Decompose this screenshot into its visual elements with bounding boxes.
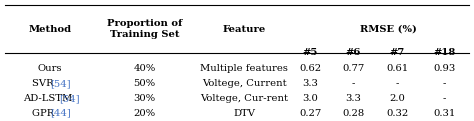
Text: -: - bbox=[351, 79, 355, 88]
Text: #5: #5 bbox=[303, 48, 318, 57]
Text: Feature: Feature bbox=[222, 25, 266, 34]
Text: #18: #18 bbox=[434, 48, 456, 57]
Text: AD-LSTM: AD-LSTM bbox=[23, 94, 75, 103]
Text: 3.3: 3.3 bbox=[345, 94, 361, 103]
Text: GPR: GPR bbox=[32, 109, 57, 118]
Text: [54]: [54] bbox=[50, 79, 71, 88]
Text: 0.77: 0.77 bbox=[342, 64, 364, 73]
Text: SVR: SVR bbox=[32, 79, 57, 88]
Text: 30%: 30% bbox=[134, 94, 155, 103]
Text: RMSE (%): RMSE (%) bbox=[360, 24, 417, 33]
Text: -: - bbox=[443, 94, 447, 103]
Text: 40%: 40% bbox=[134, 64, 155, 73]
Text: 0.27: 0.27 bbox=[300, 109, 321, 118]
Text: DTV: DTV bbox=[233, 109, 255, 118]
Text: Proportion of
Training Set: Proportion of Training Set bbox=[107, 19, 182, 39]
Text: Ours: Ours bbox=[37, 64, 62, 73]
Text: Voltege, Current: Voltege, Current bbox=[202, 79, 286, 88]
Text: 0.31: 0.31 bbox=[433, 109, 456, 118]
Text: Method: Method bbox=[28, 25, 71, 34]
Text: [54]: [54] bbox=[59, 94, 79, 103]
Text: 0.28: 0.28 bbox=[342, 109, 364, 118]
Text: 20%: 20% bbox=[134, 109, 155, 118]
Text: #6: #6 bbox=[346, 48, 361, 57]
Text: [44]: [44] bbox=[50, 109, 71, 118]
Text: 0.61: 0.61 bbox=[386, 64, 408, 73]
Text: 0.32: 0.32 bbox=[386, 109, 408, 118]
Text: 2.0: 2.0 bbox=[389, 94, 405, 103]
Text: Voltege, Cur-rent: Voltege, Cur-rent bbox=[200, 94, 288, 103]
Text: Multiple features: Multiple features bbox=[200, 64, 288, 73]
Text: 0.62: 0.62 bbox=[300, 64, 321, 73]
Text: 3.3: 3.3 bbox=[302, 79, 319, 88]
Text: 3.0: 3.0 bbox=[302, 94, 319, 103]
Text: 50%: 50% bbox=[134, 79, 155, 88]
Text: -: - bbox=[395, 79, 399, 88]
Text: #7: #7 bbox=[390, 48, 405, 57]
Text: 0.93: 0.93 bbox=[434, 64, 456, 73]
Text: -: - bbox=[443, 79, 447, 88]
